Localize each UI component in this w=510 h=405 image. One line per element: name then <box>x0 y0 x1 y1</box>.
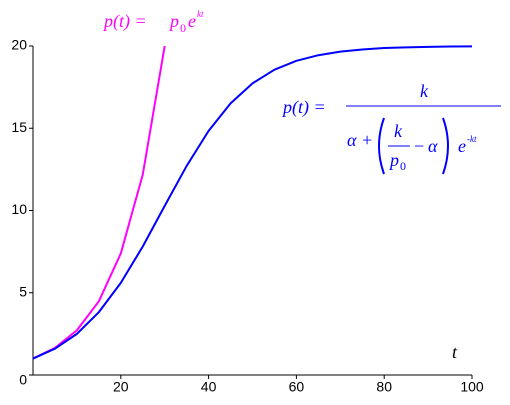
logistic-formula: p(t) = k α + k p 0 − α e -kt <box>281 81 501 175</box>
paren <box>378 117 385 175</box>
y-tick-label: 5 <box>19 283 27 299</box>
x-tick-label: 40 <box>201 379 217 395</box>
formula-text: e <box>188 11 196 31</box>
x-tick-label: 80 <box>376 379 392 395</box>
y-tick-label: 20 <box>11 37 27 53</box>
x-axis-label: t <box>452 342 458 362</box>
formula-text: kt <box>197 9 204 19</box>
y-tick-label: 10 <box>11 201 27 217</box>
formula-text: 0 <box>180 21 186 35</box>
x-tick-label: 100 <box>460 379 484 395</box>
paren <box>442 117 449 175</box>
line-series <box>32 45 473 360</box>
exp-formula: p(t) = p 0 e kt <box>102 9 204 35</box>
formula-text: k <box>420 81 429 101</box>
formula-text: k <box>394 121 403 141</box>
formula-text: 0 <box>400 159 406 173</box>
formula-text: p(t) = <box>102 11 147 32</box>
y-tick-label: 0 <box>19 372 27 388</box>
formula-text: + <box>362 130 372 150</box>
formula-text: e <box>458 136 466 156</box>
formula-text: α <box>347 130 357 150</box>
x-tick-label: 60 <box>289 379 305 395</box>
formula-text: p <box>388 150 399 170</box>
formula-text: − <box>414 136 424 156</box>
formula-text: p <box>168 11 179 31</box>
x-tick-label: 20 <box>113 379 129 395</box>
formula-text: p(t) = <box>281 97 326 118</box>
formula-text: α <box>428 136 438 156</box>
formula-text: -kt <box>467 134 477 144</box>
y-tick-label: 15 <box>11 119 27 135</box>
